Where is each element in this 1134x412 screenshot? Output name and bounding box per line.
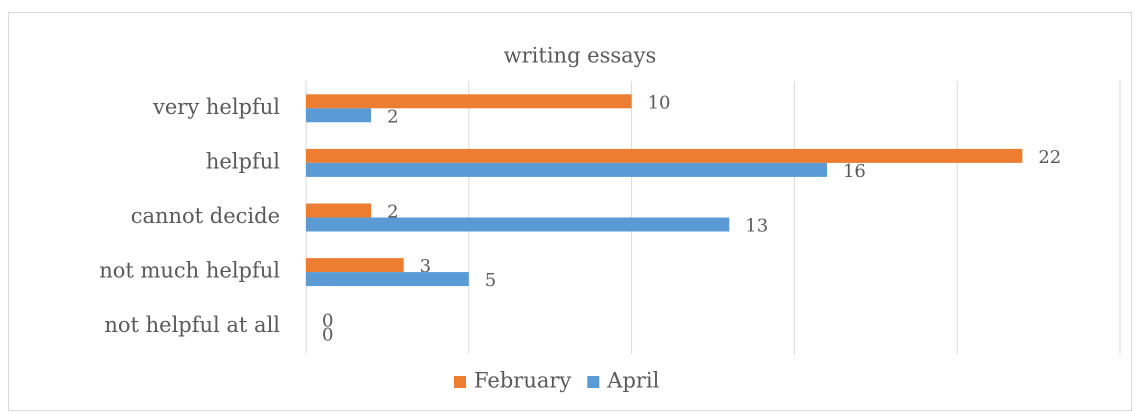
data-label: 0 <box>322 311 333 332</box>
data-label: 16 <box>843 161 866 182</box>
bar <box>306 258 404 273</box>
chart-title: writing essays <box>504 44 657 68</box>
data-label: 0 <box>322 325 333 346</box>
legend-swatch <box>587 376 600 388</box>
legend-swatch <box>454 376 466 388</box>
data-label: 22 <box>1038 147 1061 168</box>
y-tick-label: cannot decide <box>131 204 280 228</box>
data-label: 3 <box>420 256 431 277</box>
legend-label: April <box>606 369 659 393</box>
bar <box>306 162 827 177</box>
bar <box>306 217 730 232</box>
y-tick-label: not much helpful <box>99 259 280 283</box>
bar <box>306 272 469 287</box>
y-tick-label: not helpful at all <box>104 313 280 337</box>
data-label: 2 <box>387 106 398 127</box>
data-label: 2 <box>387 202 398 223</box>
legend-label: February <box>474 369 571 393</box>
bar <box>306 94 632 109</box>
y-tick-label: very helpful <box>152 95 280 119</box>
chart-frame <box>8 12 1132 411</box>
bar <box>306 108 372 123</box>
bar <box>306 148 1023 163</box>
y-tick-label: helpful <box>206 149 280 173</box>
data-label: 13 <box>745 216 768 237</box>
data-label: 10 <box>648 92 671 113</box>
bar <box>306 203 372 218</box>
data-label: 5 <box>485 270 496 291</box>
